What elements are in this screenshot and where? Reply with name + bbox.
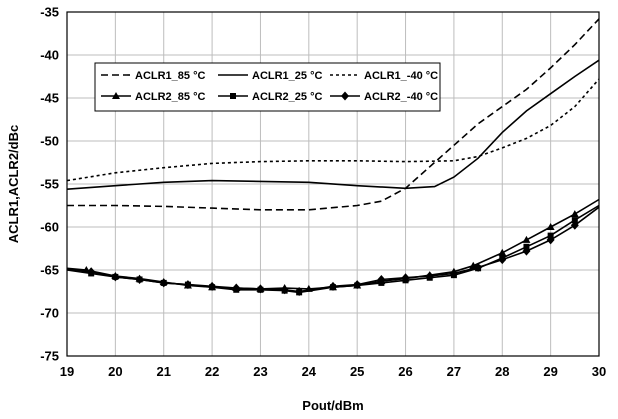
marker-diamond — [135, 274, 144, 284]
x-tick-label: 19 — [60, 364, 74, 379]
x-tick-label: 28 — [495, 364, 509, 379]
legend-label: ACLR2_-40 °C — [364, 91, 438, 103]
x-tick-labels: 19 20 21 22 23 24 25 26 27 28 29 30 — [60, 364, 606, 379]
marker-diamond — [183, 280, 192, 290]
marker-diamond — [329, 281, 337, 291]
marker-diamond — [232, 283, 241, 293]
marker-square — [571, 217, 578, 224]
series-layer — [66, 18, 600, 296]
legend-item: ACLR2_85 °C — [101, 91, 205, 103]
marker-triangle — [546, 223, 555, 230]
marker-diamond — [425, 271, 434, 281]
y-tick-label: -75 — [40, 349, 59, 364]
series-0 — [67, 18, 600, 211]
x-tick-label: 27 — [447, 364, 461, 379]
series-line — [66, 198, 600, 290]
legend-item: ACLR1_85 °C — [101, 70, 205, 82]
series-2 — [66, 78, 600, 182]
y-tick-label: -60 — [40, 220, 59, 235]
x-tick-label: 23 — [253, 364, 267, 379]
legend-item: ACLR1_-40 °C — [330, 70, 438, 82]
marker-diamond — [353, 280, 362, 290]
x-tick-label: 24 — [302, 364, 317, 379]
y-axis-label: ACLR1,ACLR2/dBc — [6, 125, 21, 243]
marker-diamond — [159, 278, 168, 288]
y-tick-label: -35 — [40, 5, 59, 20]
series-line — [67, 18, 600, 211]
marker-diamond — [522, 246, 531, 256]
legend: ACLR1_85 °C ACLR1_25 °C ACLR1_-40 °C ACLR2_… — [94, 62, 441, 112]
legend-label: ACLR2_25 °C — [252, 91, 322, 103]
marker-diamond — [377, 274, 386, 284]
legend-item: ACLR2_-40 °C — [330, 91, 438, 103]
marker-diamond — [341, 91, 349, 101]
x-tick-label: 20 — [108, 364, 122, 379]
marker-square — [230, 93, 236, 99]
x-tick-label: 25 — [350, 364, 364, 379]
marker-diamond — [111, 272, 120, 282]
x-tick-label: 26 — [398, 364, 412, 379]
x-tick-label: 21 — [156, 364, 170, 379]
y-tick-label: -40 — [40, 48, 59, 63]
y-tick-label: -70 — [40, 306, 59, 321]
x-tick-label: 29 — [543, 364, 557, 379]
plot-frame — [66, 11, 600, 357]
marker-diamond — [474, 262, 483, 272]
y-tick-label: -65 — [40, 263, 59, 278]
marker-diamond — [280, 285, 289, 295]
series-line — [66, 78, 600, 182]
series-1 — [66, 59, 600, 190]
marker-diamond — [498, 255, 507, 265]
legend-item: ACLR1_25 °C — [218, 70, 322, 82]
legend-label: ACLR2_85 °C — [135, 91, 205, 103]
marker-diamond — [449, 268, 458, 278]
marker-diamond — [208, 281, 217, 291]
series-3 — [66, 198, 600, 292]
legend-box — [94, 62, 441, 112]
legend-item: ACLR2_25 °C — [218, 91, 322, 103]
marker-diamond — [401, 273, 410, 283]
y-tick-label: -50 — [40, 134, 59, 149]
series-line — [66, 59, 600, 190]
marker-diamond — [570, 220, 579, 230]
x-tick-label: 22 — [205, 364, 219, 379]
marker-triangle — [112, 92, 120, 99]
marker-diamond — [295, 287, 304, 296]
legend-label: ACLR1_-40 °C — [364, 70, 438, 82]
marker-diamond — [256, 284, 265, 294]
y-tick-label: -45 — [40, 91, 59, 106]
marker-triangle — [570, 210, 579, 218]
x-tick-label: 30 — [592, 364, 606, 379]
legend-label: ACLR1_85 °C — [135, 70, 205, 82]
marker-diamond — [87, 267, 96, 277]
y-tick-label: -55 — [40, 177, 59, 192]
legend-label: ACLR1_25 °C — [252, 70, 322, 82]
y-tick-labels: -35 -40 -45 -50 -55 -60 -65 -70 -75 — [40, 5, 59, 364]
series-5 — [66, 206, 600, 296]
marker-triangle — [498, 248, 507, 256]
marker-triangle — [522, 235, 531, 243]
marker-diamond — [546, 235, 555, 245]
x-axis-label: Pout/dBm — [302, 398, 363, 413]
